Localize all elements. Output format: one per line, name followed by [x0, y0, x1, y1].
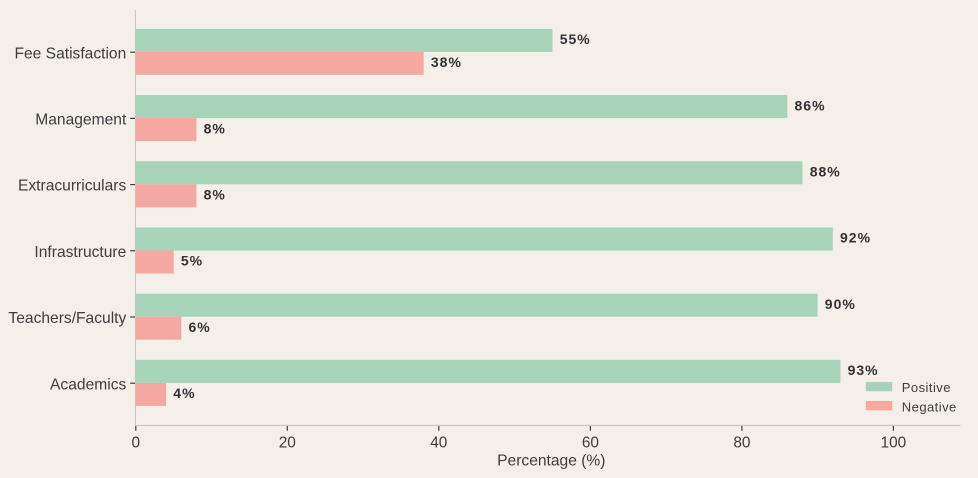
- svg-text:5%: 5%: [181, 253, 203, 269]
- svg-text:8%: 8%: [204, 120, 226, 136]
- svg-text:Infrastructure: Infrastructure: [34, 244, 126, 261]
- svg-text:Percentage (%): Percentage (%): [497, 452, 605, 469]
- svg-text:Positive: Positive: [902, 380, 951, 395]
- svg-text:92%: 92%: [840, 230, 871, 246]
- svg-text:60: 60: [582, 434, 599, 451]
- svg-text:88%: 88%: [810, 164, 841, 180]
- svg-text:Teachers/Faculty: Teachers/Faculty: [8, 310, 126, 327]
- svg-text:40: 40: [430, 434, 447, 451]
- svg-text:4%: 4%: [173, 385, 195, 401]
- svg-text:Academics: Academics: [50, 376, 126, 393]
- svg-text:93%: 93%: [848, 362, 879, 378]
- svg-text:80: 80: [733, 434, 750, 451]
- svg-text:20: 20: [279, 434, 296, 451]
- svg-text:Negative: Negative: [902, 400, 957, 415]
- svg-text:38%: 38%: [431, 54, 462, 70]
- svg-text:6%: 6%: [189, 319, 211, 335]
- svg-text:0: 0: [132, 434, 141, 451]
- svg-text:Management: Management: [35, 112, 127, 129]
- svg-text:90%: 90%: [825, 296, 856, 312]
- svg-text:100: 100: [881, 434, 907, 451]
- svg-text:55%: 55%: [560, 31, 591, 47]
- svg-text:8%: 8%: [204, 187, 226, 203]
- svg-text:Extracurriculars: Extracurriculars: [18, 178, 127, 195]
- svg-text:86%: 86%: [795, 97, 826, 113]
- svg-text:Fee Satisfaction: Fee Satisfaction: [14, 45, 126, 62]
